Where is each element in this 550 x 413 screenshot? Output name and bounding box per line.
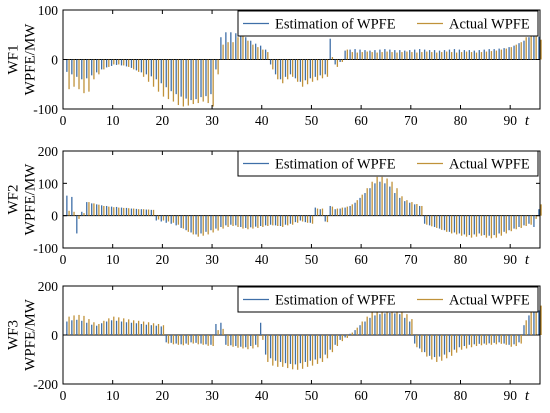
x-tick-label: 40 bbox=[255, 388, 269, 403]
legend-estimation-label: Estimation of WPFE bbox=[275, 157, 396, 173]
legend: Estimation of WPFE Actual WPFE bbox=[237, 150, 539, 177]
x-tick-label: 30 bbox=[205, 388, 219, 403]
y-tick-label: -200 bbox=[33, 377, 58, 392]
y-tick-label: 100 bbox=[38, 3, 59, 18]
y-axis-label: WPFE/MW bbox=[22, 23, 38, 96]
x-tick-label: 70 bbox=[404, 252, 418, 267]
x-axis-variable: t bbox=[525, 388, 530, 404]
x-tick-label: 80 bbox=[454, 388, 468, 403]
legend-box bbox=[237, 150, 539, 177]
x-tick-label: 50 bbox=[305, 252, 319, 267]
series-estimation bbox=[66, 310, 540, 365]
legend-estimation-label: Estimation of WPFE bbox=[275, 293, 396, 309]
y-tick-label: 0 bbox=[51, 53, 58, 68]
legend-box bbox=[237, 10, 539, 37]
legend-actual-label: Actual WPFE bbox=[449, 17, 530, 33]
y-tick-label: 200 bbox=[38, 279, 59, 294]
x-axis-variable: t bbox=[525, 113, 530, 129]
x-axis-variable: t bbox=[525, 252, 530, 268]
x-tick-label: 20 bbox=[156, 388, 170, 403]
x-tick-label: 10 bbox=[106, 388, 120, 403]
x-tick-label: 90 bbox=[503, 388, 517, 403]
x-tick-label: 60 bbox=[354, 113, 368, 128]
x-tick-label: 80 bbox=[454, 252, 468, 267]
legend-estimation-label: Estimation of WPFE bbox=[275, 17, 396, 33]
y-tick-label: 0 bbox=[51, 209, 58, 224]
y-tick-label: 200 bbox=[38, 144, 59, 159]
x-tick-label: 50 bbox=[305, 388, 319, 403]
y-axis-label: WF3 bbox=[5, 320, 21, 350]
series-actual bbox=[68, 34, 542, 107]
y-axis-label: WPFE/MW bbox=[22, 163, 38, 236]
legend-actual-label: Actual WPFE bbox=[449, 293, 530, 309]
x-tick-label: 10 bbox=[106, 113, 120, 128]
x-tick-label: 0 bbox=[60, 113, 67, 128]
x-tick-label: 50 bbox=[305, 113, 319, 128]
y-axis-label: WF1 bbox=[5, 45, 21, 75]
legend-actual-label: Actual WPFE bbox=[449, 157, 530, 173]
x-tick-label: 70 bbox=[404, 113, 418, 128]
series-estimation bbox=[66, 181, 540, 236]
y-tick-label: -100 bbox=[33, 102, 58, 117]
x-tick-label: 20 bbox=[156, 113, 170, 128]
y-tick-label: 0 bbox=[51, 328, 58, 343]
x-tick-label: 80 bbox=[454, 113, 468, 128]
x-tick-label: 90 bbox=[503, 113, 517, 128]
legend: Estimation of WPFE Actual WPFE bbox=[237, 286, 539, 313]
x-tick-label: 0 bbox=[60, 252, 67, 267]
x-tick-label: 40 bbox=[255, 113, 269, 128]
x-tick-label: 60 bbox=[354, 252, 368, 267]
y-tick-label: 100 bbox=[38, 176, 59, 191]
x-tick-label: 70 bbox=[404, 388, 418, 403]
x-tick-label: 30 bbox=[205, 113, 219, 128]
x-tick-label: 0 bbox=[60, 388, 67, 403]
x-tick-label: 20 bbox=[156, 252, 170, 267]
x-tick-label: 40 bbox=[255, 252, 269, 267]
legend: Estimation of WPFE Actual WPFE bbox=[237, 10, 539, 37]
x-tick-label: 10 bbox=[106, 252, 120, 267]
legend-box bbox=[237, 286, 539, 313]
series-estimation bbox=[66, 32, 540, 101]
series-actual bbox=[68, 305, 542, 370]
x-tick-label: 30 bbox=[205, 252, 219, 267]
y-tick-label: -100 bbox=[33, 241, 58, 256]
x-tick-label: 60 bbox=[354, 388, 368, 403]
y-axis-label: WPFE/MW bbox=[22, 298, 38, 371]
series-actual bbox=[68, 176, 542, 239]
x-tick-label: 90 bbox=[503, 252, 517, 267]
y-axis-label: WF2 bbox=[5, 185, 21, 215]
